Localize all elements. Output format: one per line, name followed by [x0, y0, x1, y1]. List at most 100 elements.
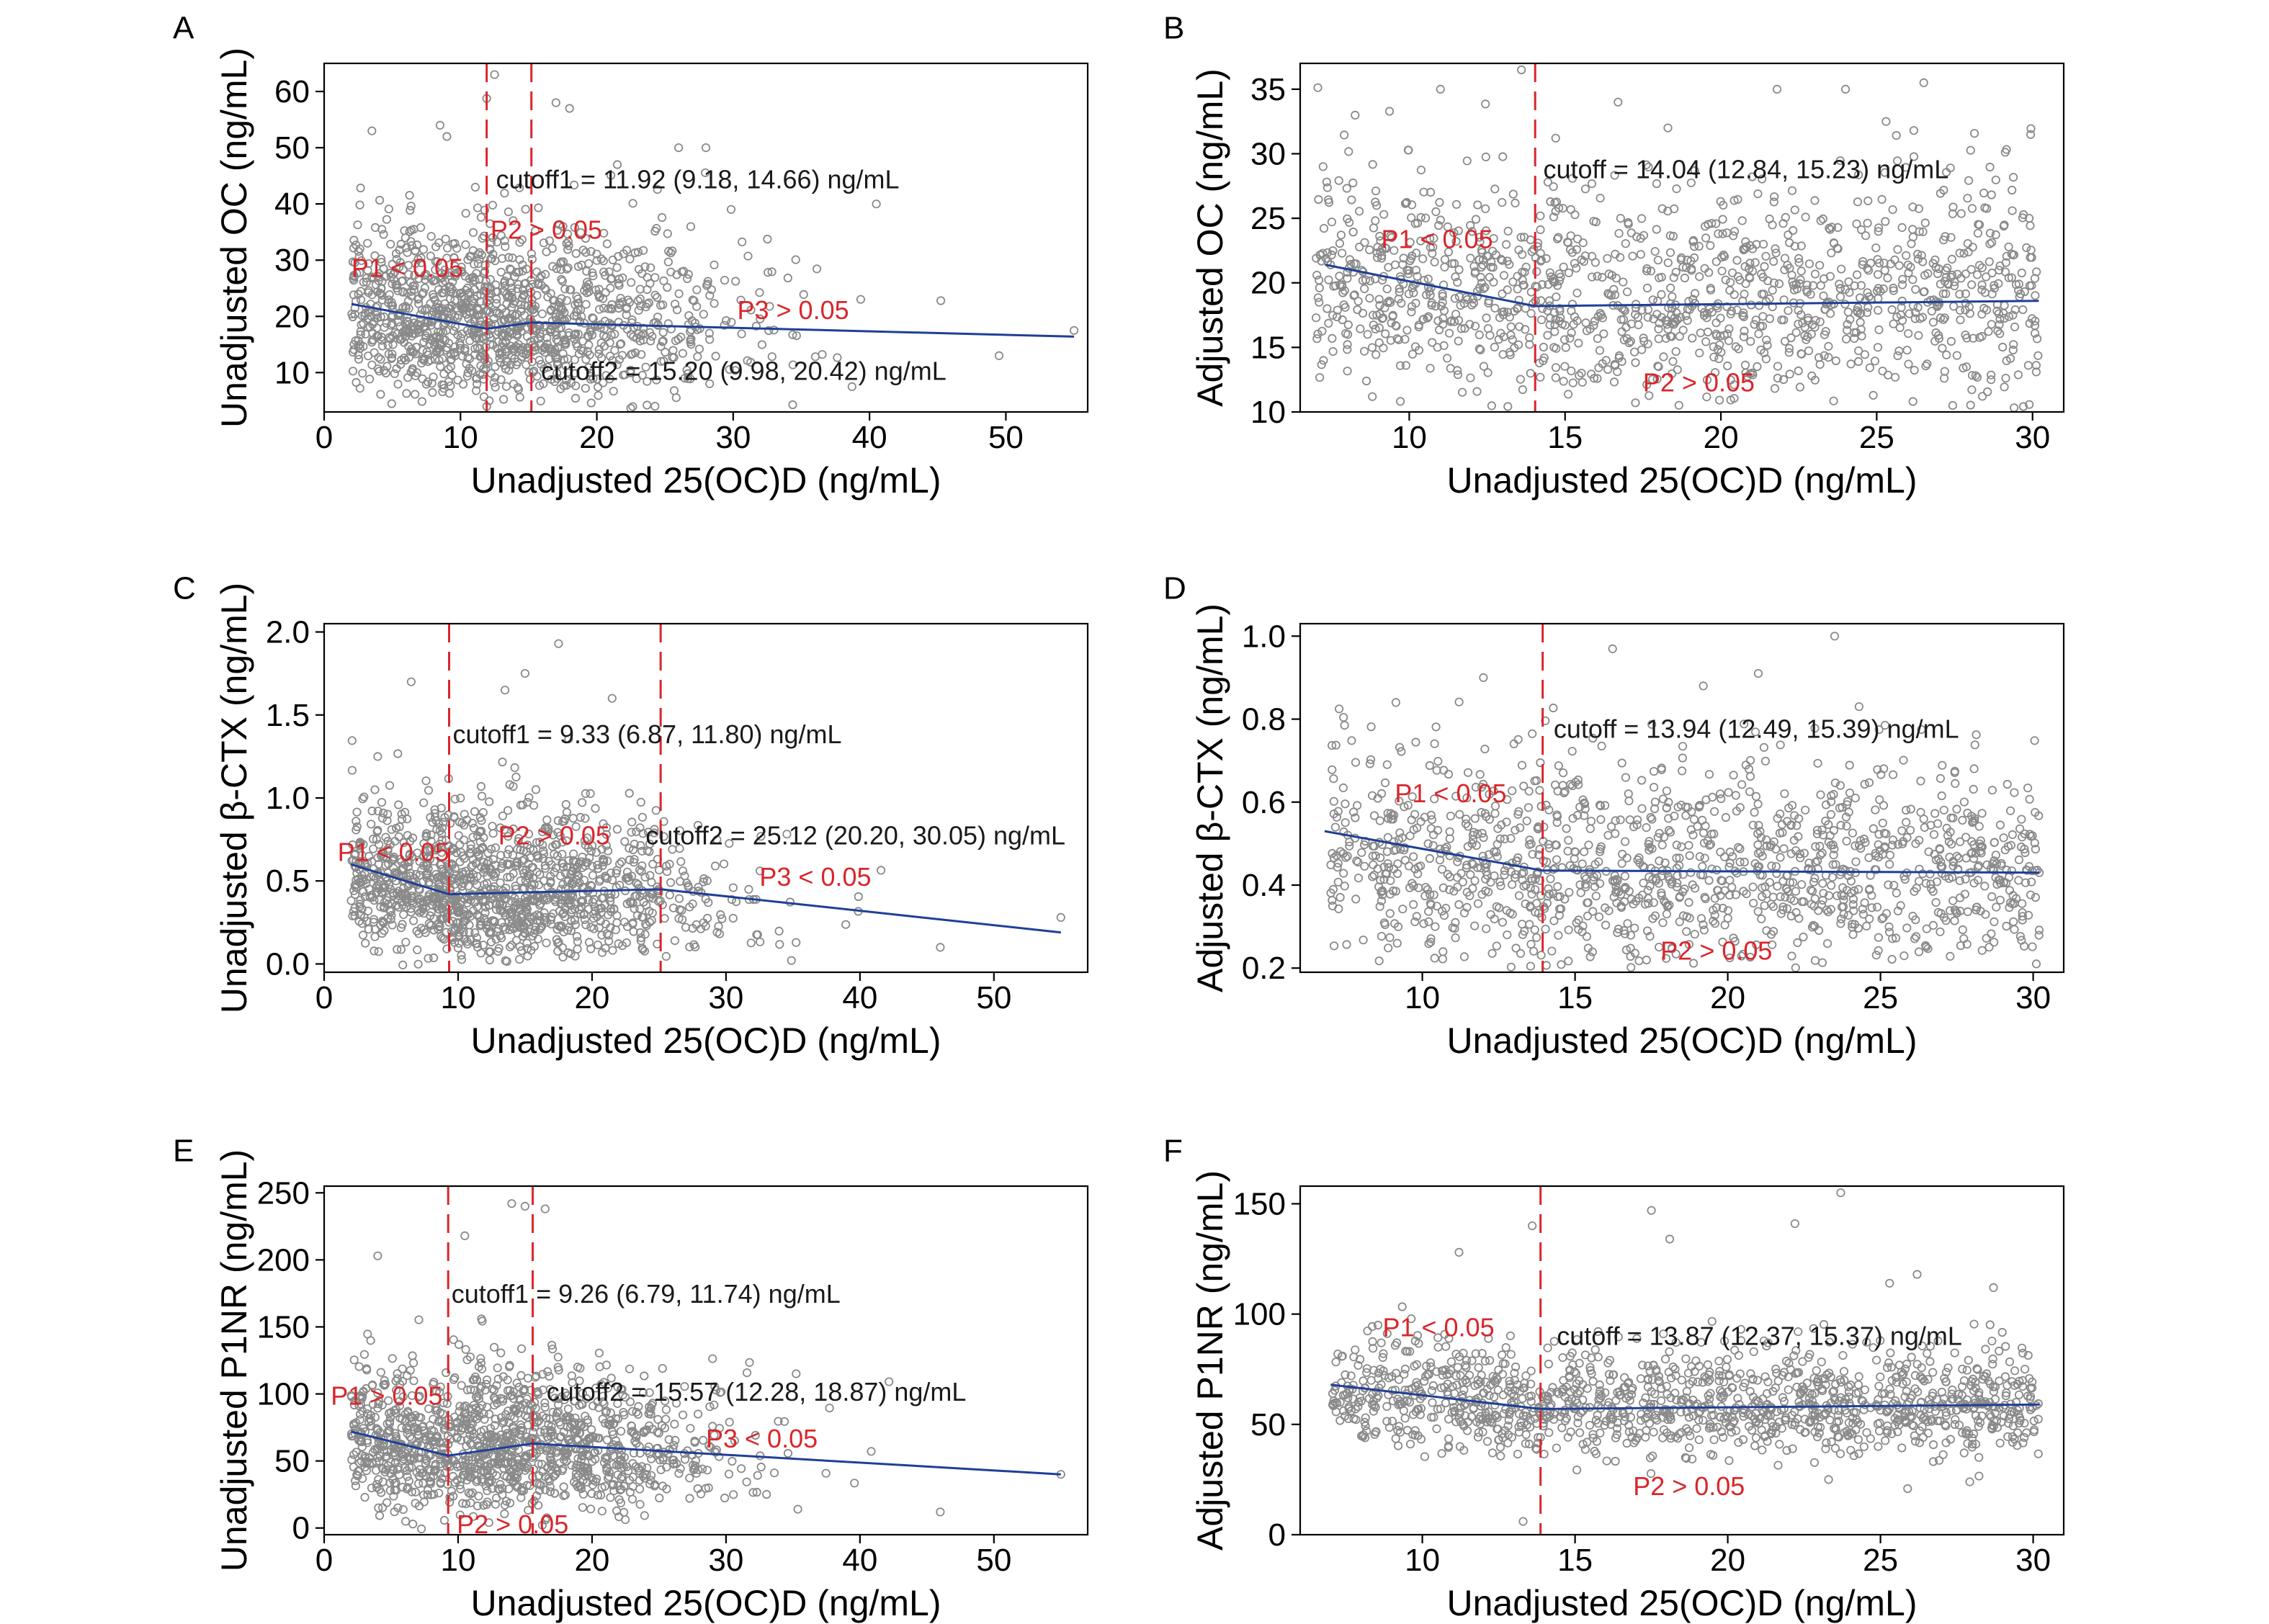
data-point	[597, 930, 607, 940]
data-point	[1684, 897, 1693, 907]
data-point	[674, 894, 684, 903]
data-point	[1518, 275, 1527, 284]
data-point	[1381, 329, 1390, 338]
data-point	[1835, 292, 1845, 302]
data-point	[2010, 925, 2019, 934]
data-point	[1369, 811, 1379, 820]
data-point	[1760, 261, 1769, 272]
data-point	[561, 799, 570, 809]
data-point	[1843, 308, 1853, 317]
data-point	[646, 263, 655, 272]
data-point	[562, 375, 571, 385]
data-point	[1759, 743, 1768, 752]
data-point	[1454, 336, 1463, 346]
data-point	[1712, 866, 1722, 875]
data-point	[557, 257, 566, 266]
data-point	[431, 354, 440, 364]
data-point	[421, 322, 430, 331]
data-point	[1977, 946, 1987, 955]
data-point	[757, 340, 767, 349]
data-point	[465, 364, 474, 373]
data-point	[1516, 374, 1525, 384]
data-point	[1445, 834, 1454, 843]
data-point	[1696, 328, 1705, 338]
data-point	[1709, 352, 1719, 362]
data-point	[1795, 382, 1804, 392]
data-point	[1796, 266, 1806, 276]
data-point	[1631, 358, 1640, 367]
data-point	[2008, 345, 2018, 355]
data-point	[558, 316, 568, 326]
data-point	[726, 205, 736, 214]
data-point	[783, 273, 792, 283]
data-point	[1608, 644, 1617, 654]
data-point	[542, 247, 551, 256]
y-tick-label: 60	[274, 74, 310, 109]
data-point	[743, 251, 753, 261]
data-point	[424, 786, 434, 795]
data-point	[746, 938, 756, 948]
data-point	[1829, 825, 1838, 835]
data-point	[1678, 753, 1687, 763]
data-point	[627, 827, 636, 837]
data-point	[604, 318, 614, 328]
data-point	[1342, 184, 1351, 193]
data-point	[664, 246, 673, 256]
data-point	[1526, 309, 1536, 318]
data-point	[1720, 852, 1729, 861]
data-point	[764, 326, 774, 336]
data-point	[349, 235, 359, 245]
data-point	[615, 340, 625, 349]
data-point	[466, 251, 476, 261]
data-point	[2008, 185, 2017, 195]
data-point	[1536, 211, 1545, 220]
data-point	[818, 350, 827, 359]
data-point	[1801, 805, 1810, 815]
data-point	[1818, 879, 1827, 888]
data-point	[1536, 225, 1545, 235]
data-point	[1312, 334, 1322, 344]
data-point	[437, 274, 447, 283]
data-point	[1674, 400, 1683, 410]
data-point	[1616, 213, 1625, 223]
data-point	[1557, 960, 1566, 969]
data-point	[1338, 248, 1347, 258]
data-point	[1634, 320, 1643, 330]
data-point	[456, 794, 465, 803]
data-point	[1552, 855, 1562, 864]
data-point	[1056, 912, 1065, 923]
data-point	[1964, 247, 1973, 256]
data-point	[1551, 133, 1560, 143]
data-point	[1485, 272, 1494, 282]
data-point	[627, 817, 637, 827]
data-point	[1392, 938, 1402, 948]
data-point	[626, 365, 635, 375]
data-point	[468, 833, 478, 842]
data-point	[1551, 373, 1560, 382]
data-point	[1869, 390, 1878, 400]
data-point	[1999, 833, 2008, 843]
data-point	[1408, 879, 1417, 888]
data-point	[1559, 768, 1568, 778]
data-point	[581, 384, 590, 393]
data-point	[430, 295, 439, 305]
data-point	[1770, 192, 1779, 202]
data-point	[1889, 770, 1898, 779]
data-point	[1551, 363, 1561, 372]
data-point	[1835, 279, 1844, 289]
data-point	[627, 278, 636, 287]
data-point	[1970, 129, 1979, 138]
data-point	[1628, 251, 1637, 261]
data-point	[1851, 857, 1861, 866]
data-point	[1070, 326, 1079, 335]
data-point	[552, 374, 562, 383]
data-point	[584, 259, 594, 268]
data-point	[1313, 83, 1323, 92]
data-point	[1588, 272, 1597, 282]
data-point	[1361, 376, 1371, 386]
data-point	[1341, 799, 1350, 809]
data-point	[1444, 769, 1454, 779]
data-point	[565, 285, 575, 295]
data-point	[376, 390, 385, 399]
